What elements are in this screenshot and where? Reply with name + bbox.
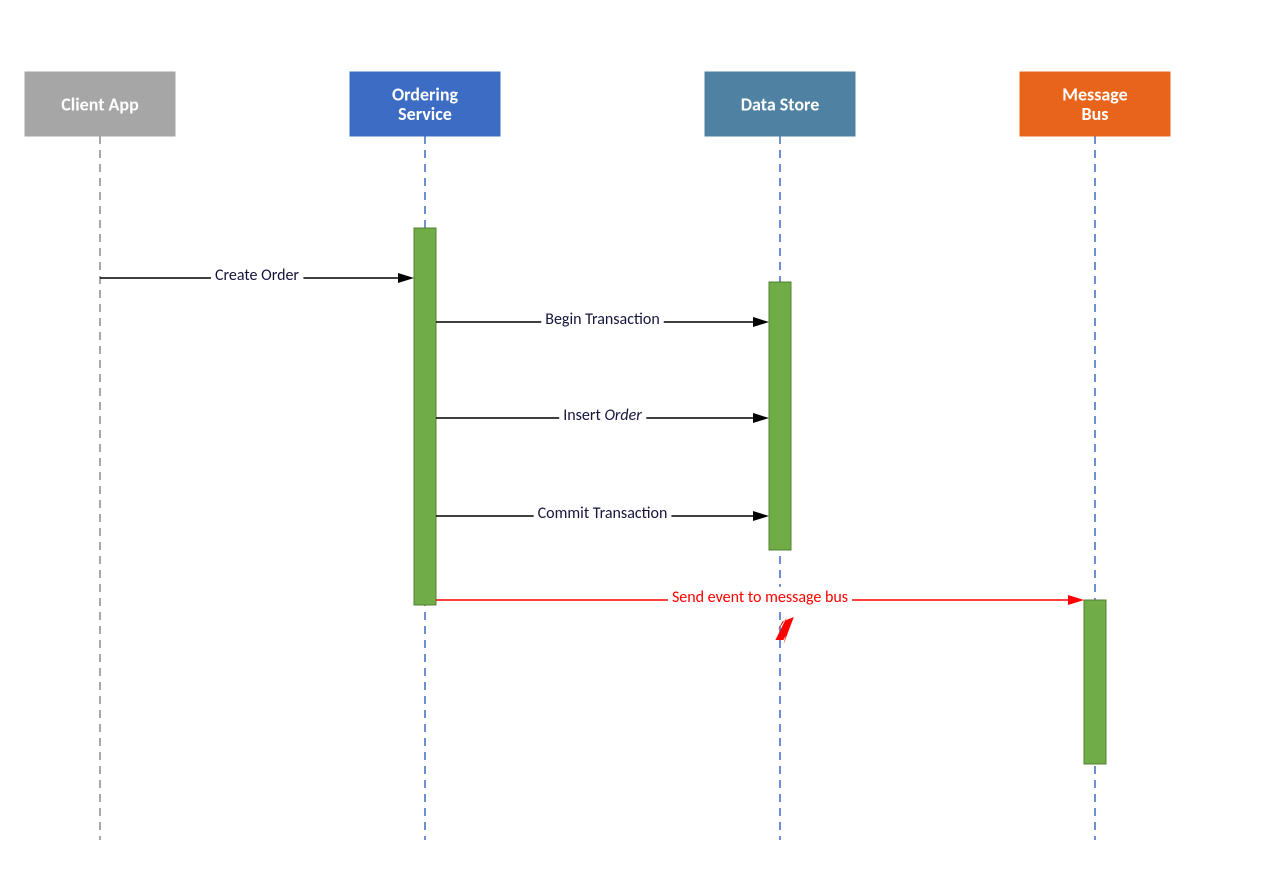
- failure-bolt-icon: [771, 617, 794, 665]
- activation-ordering-0: [414, 228, 436, 605]
- message-label-2: Insert Order: [563, 406, 642, 425]
- activation-bus-2: [1084, 600, 1106, 764]
- message-4: Send event to message bus: [436, 587, 1084, 608]
- message-label-4: Send event to message bus: [672, 588, 848, 607]
- participant-label-client: Client App: [61, 93, 139, 115]
- activation-store-1: [769, 282, 791, 550]
- participant-label-store: Data Store: [741, 93, 820, 115]
- message-label-3: Commit Transaction: [538, 504, 668, 523]
- message-1: Begin Transaction: [436, 309, 769, 330]
- participant-label-ordering: OrderingService: [392, 83, 459, 125]
- sequence-diagram: Client AppOrderingServiceData StoreMessa…: [0, 0, 1280, 882]
- message-label-0: Create Order: [215, 266, 299, 285]
- message-label-1: Begin Transaction: [545, 310, 659, 329]
- message-0: Create Order: [100, 265, 414, 286]
- message-2: Insert Order: [436, 405, 769, 426]
- message-3: Commit Transaction: [436, 503, 769, 524]
